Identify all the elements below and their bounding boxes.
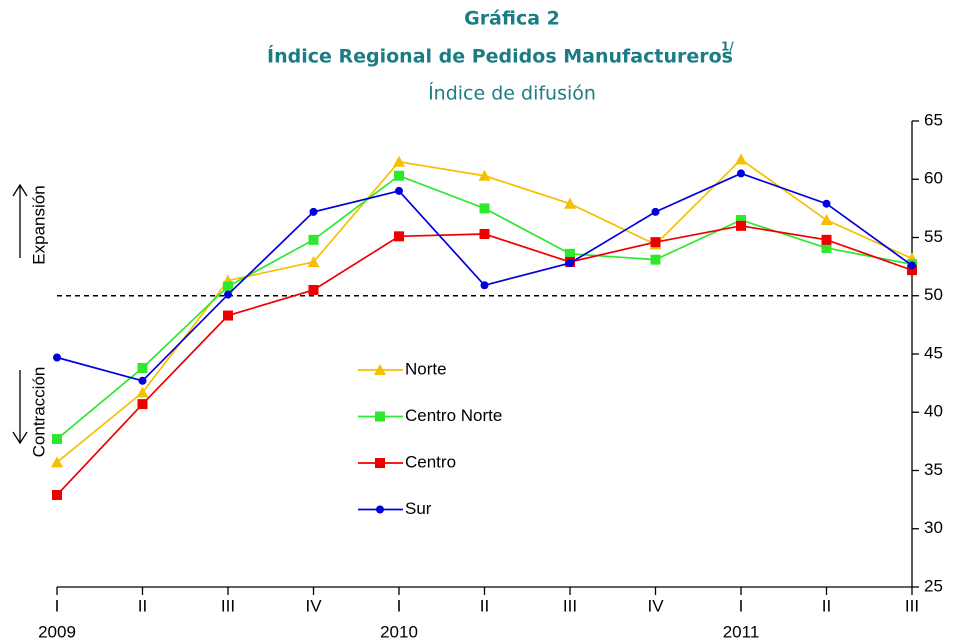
marker: [479, 203, 490, 214]
chart-caption: Índice de difusión: [428, 82, 596, 105]
year-label: 2011: [723, 622, 760, 641]
marker: [736, 215, 746, 226]
marker: [138, 376, 147, 385]
year-label: 2009: [38, 622, 76, 641]
legend-label: Sur: [405, 499, 432, 518]
x-tick-label: II: [138, 596, 147, 615]
marker: [307, 255, 320, 267]
y-tick-label: 25: [924, 576, 943, 595]
marker: [53, 353, 61, 362]
legend-label: Centro Norte: [405, 406, 502, 425]
x-tick-label: III: [563, 596, 577, 615]
marker: [564, 197, 576, 209]
y-tick-label: 50: [924, 285, 943, 304]
x-tick-label: III: [905, 596, 919, 615]
marker: [137, 399, 148, 410]
marker: [393, 155, 405, 167]
marker: [51, 456, 63, 468]
x-tick-label: I: [739, 596, 744, 615]
expansion-arrow: [12, 183, 28, 445]
marker: [820, 214, 833, 226]
subtitle-note: 1/: [721, 40, 734, 54]
expansion-label: Expansión: [29, 185, 48, 264]
y-tick-label: 30: [924, 518, 943, 537]
y-tick-label: 60: [924, 169, 943, 188]
series-line: [56, 224, 913, 496]
contraction-label: Contracción: [29, 367, 48, 458]
y-tick-label: 45: [924, 343, 943, 362]
series-line: [56, 174, 913, 440]
marker: [52, 434, 62, 445]
y-tick-label: 40: [924, 402, 943, 421]
marker: [735, 153, 747, 165]
marker: [137, 362, 148, 373]
marker: [375, 458, 385, 468]
chart-subtitle: Índice Regional de Pedidos Manufacturero…: [267, 45, 733, 68]
year-label: 2010: [380, 622, 418, 641]
marker: [394, 170, 404, 181]
marker: [308, 234, 319, 245]
marker: [908, 261, 916, 270]
chart-title: Gráfica 2: [464, 8, 560, 30]
marker: [375, 411, 385, 422]
y-tick-label: 55: [924, 227, 943, 246]
y-tick-label: 65: [924, 110, 943, 129]
marker: [566, 259, 574, 268]
marker: [395, 186, 403, 195]
marker: [651, 207, 660, 216]
marker: [737, 169, 745, 178]
y-tick-label: 35: [924, 460, 943, 479]
x-tick-label: III: [221, 596, 235, 615]
marker: [821, 242, 832, 253]
marker: [479, 229, 490, 240]
x-tick-label: IV: [647, 596, 664, 615]
marker: [52, 489, 62, 500]
marker: [478, 169, 491, 181]
x-tick-label: IV: [305, 596, 322, 615]
x-tick-label: I: [55, 596, 60, 615]
marker: [374, 364, 386, 375]
marker: [907, 265, 917, 276]
marker: [309, 207, 318, 216]
marker: [650, 254, 661, 265]
marker: [224, 290, 232, 299]
marker: [650, 237, 661, 248]
x-tick-label: II: [480, 596, 489, 615]
legend-label: Centro: [405, 452, 456, 471]
marker: [736, 220, 746, 231]
marker: [376, 505, 384, 514]
marker: [822, 199, 831, 208]
legend-label: Norte: [405, 359, 447, 378]
marker: [821, 234, 832, 245]
x-tick-label: I: [397, 596, 402, 615]
marker: [308, 284, 319, 295]
marker: [136, 386, 149, 398]
marker: [394, 231, 404, 242]
x-tick-label: II: [822, 596, 831, 615]
marker: [223, 281, 233, 292]
marker: [480, 281, 489, 290]
marker: [223, 310, 233, 321]
marker: [565, 248, 575, 259]
